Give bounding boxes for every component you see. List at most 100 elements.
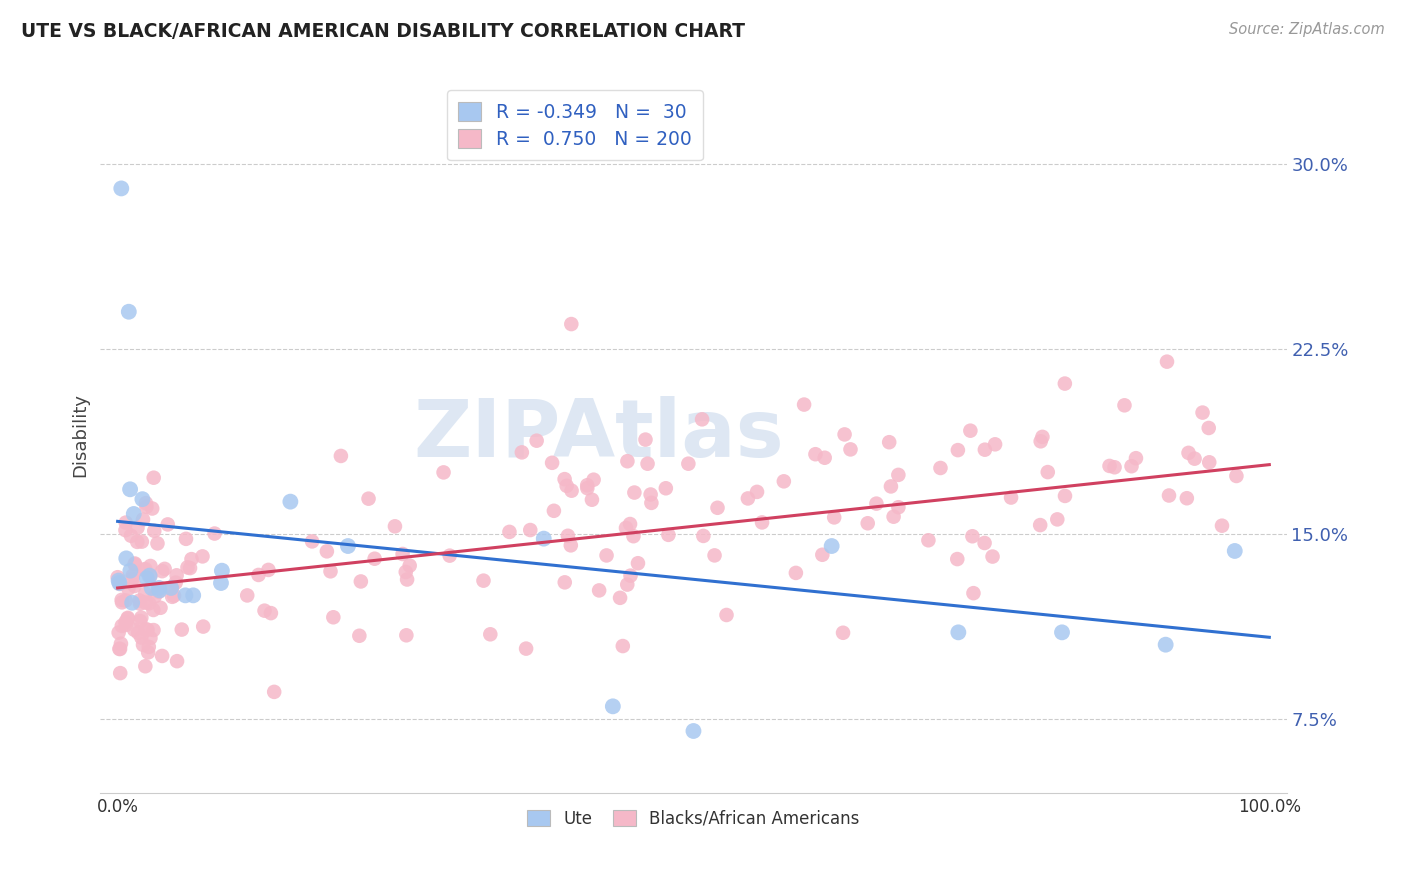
Point bbox=[322, 610, 344, 624]
Point bbox=[865, 497, 887, 511]
Point bbox=[191, 549, 214, 564]
Point bbox=[204, 526, 226, 541]
Point bbox=[350, 574, 373, 589]
Point bbox=[357, 491, 380, 506]
Point bbox=[883, 509, 905, 524]
Point bbox=[280, 494, 302, 508]
Point bbox=[1157, 489, 1180, 503]
Point bbox=[1031, 430, 1053, 444]
Point bbox=[107, 625, 129, 640]
Point bbox=[166, 654, 188, 668]
Point bbox=[716, 607, 738, 622]
Point bbox=[160, 581, 183, 595]
Point bbox=[181, 588, 204, 602]
Point bbox=[127, 625, 149, 640]
Point bbox=[692, 529, 714, 543]
Point bbox=[156, 517, 179, 532]
Point bbox=[107, 570, 129, 584]
Point bbox=[472, 574, 495, 588]
Point bbox=[657, 528, 679, 542]
Point bbox=[165, 575, 187, 590]
Point bbox=[114, 523, 136, 537]
Point bbox=[329, 449, 352, 463]
Point bbox=[174, 588, 197, 602]
Point bbox=[114, 593, 136, 607]
Point bbox=[1154, 638, 1177, 652]
Point bbox=[384, 519, 406, 533]
Point bbox=[609, 591, 631, 605]
Point bbox=[122, 623, 145, 637]
Point bbox=[856, 516, 879, 531]
Point bbox=[1223, 544, 1246, 558]
Point bbox=[887, 500, 910, 515]
Point bbox=[973, 442, 995, 457]
Text: ZIPAtlas: ZIPAtlas bbox=[413, 396, 785, 474]
Point bbox=[737, 491, 759, 506]
Point bbox=[804, 447, 827, 461]
Point bbox=[127, 534, 149, 549]
Point bbox=[131, 610, 153, 624]
Point bbox=[150, 564, 173, 578]
Point bbox=[114, 516, 136, 530]
Point bbox=[1156, 354, 1178, 368]
Point bbox=[959, 424, 981, 438]
Point bbox=[576, 481, 599, 495]
Point bbox=[595, 549, 617, 563]
Point bbox=[120, 529, 142, 543]
Point bbox=[772, 475, 794, 489]
Point bbox=[616, 454, 638, 468]
Point bbox=[363, 551, 385, 566]
Point bbox=[142, 603, 165, 617]
Point bbox=[555, 479, 578, 493]
Point bbox=[395, 628, 418, 642]
Point bbox=[118, 304, 141, 318]
Point bbox=[962, 586, 984, 600]
Point bbox=[1104, 460, 1126, 475]
Point bbox=[138, 596, 160, 610]
Point bbox=[588, 583, 610, 598]
Point bbox=[614, 521, 637, 535]
Point bbox=[519, 523, 541, 537]
Point bbox=[301, 534, 323, 549]
Point bbox=[211, 564, 233, 578]
Point bbox=[209, 576, 232, 591]
Point bbox=[117, 611, 139, 625]
Point bbox=[948, 625, 970, 640]
Point bbox=[180, 552, 202, 566]
Point bbox=[174, 532, 197, 546]
Point bbox=[834, 427, 856, 442]
Point bbox=[543, 504, 565, 518]
Point bbox=[981, 549, 1004, 564]
Point bbox=[135, 500, 157, 514]
Point bbox=[1029, 518, 1052, 533]
Point bbox=[1198, 421, 1220, 435]
Y-axis label: Disability: Disability bbox=[72, 393, 89, 477]
Point bbox=[391, 547, 413, 561]
Point bbox=[247, 568, 270, 582]
Point bbox=[1175, 491, 1198, 506]
Point bbox=[127, 521, 149, 535]
Legend: Ute, Blacks/African Americans: Ute, Blacks/African Americans bbox=[520, 803, 866, 834]
Point bbox=[554, 575, 576, 590]
Point bbox=[111, 593, 134, 607]
Point bbox=[162, 590, 184, 604]
Point bbox=[623, 529, 645, 543]
Point bbox=[139, 569, 162, 583]
Point bbox=[582, 473, 605, 487]
Point bbox=[170, 623, 193, 637]
Text: UTE VS BLACK/AFRICAN AMERICAN DISABILITY CORRELATION CHART: UTE VS BLACK/AFRICAN AMERICAN DISABILITY… bbox=[21, 22, 745, 41]
Point bbox=[623, 485, 645, 500]
Point bbox=[510, 445, 533, 459]
Point bbox=[166, 568, 188, 582]
Point bbox=[128, 593, 150, 607]
Point bbox=[108, 576, 131, 591]
Point bbox=[146, 536, 169, 550]
Point bbox=[121, 568, 143, 582]
Point bbox=[526, 434, 548, 448]
Point bbox=[134, 562, 156, 576]
Point bbox=[108, 577, 131, 591]
Point bbox=[120, 483, 142, 497]
Point bbox=[682, 724, 704, 739]
Point bbox=[1050, 625, 1073, 640]
Point bbox=[139, 631, 162, 645]
